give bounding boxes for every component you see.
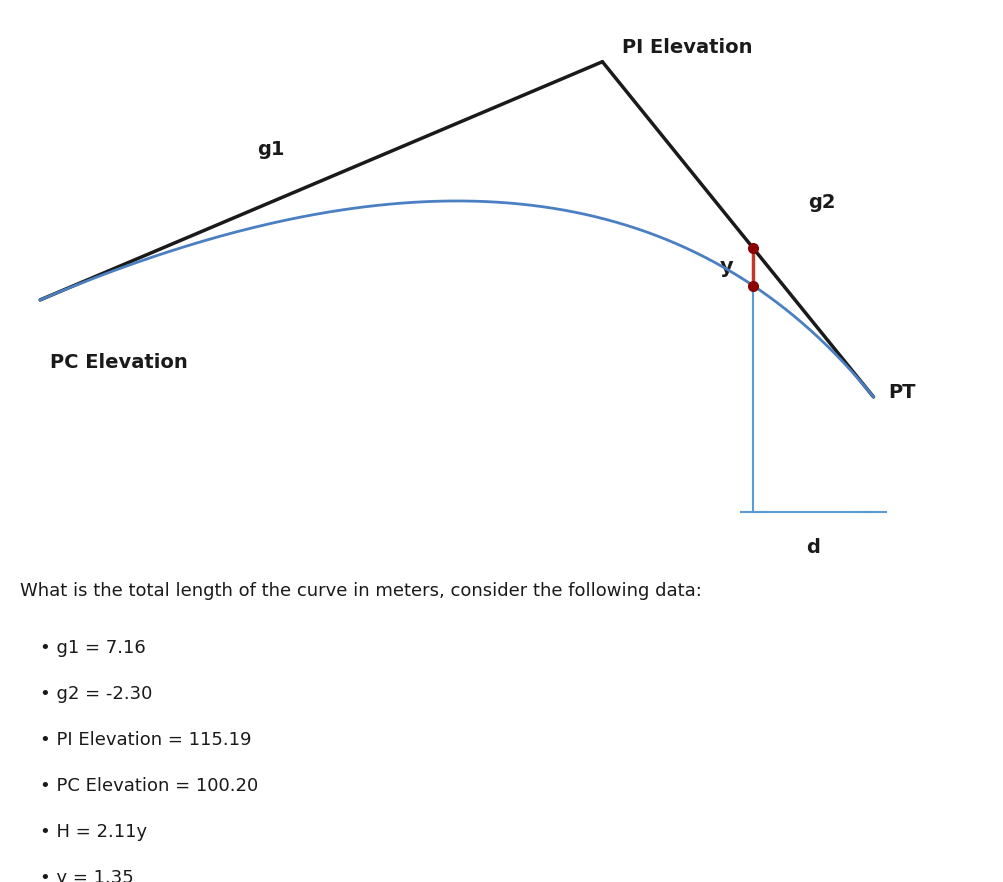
Text: g1: g1 [257,139,285,159]
Text: d: d [805,538,819,557]
Text: PT: PT [888,383,915,402]
Text: g2: g2 [807,193,834,213]
Text: What is the total length of the curve in meters, consider the following data:: What is the total length of the curve in… [20,582,701,600]
Text: PI Elevation: PI Elevation [622,38,752,57]
Text: • g1 = 7.16: • g1 = 7.16 [40,639,145,657]
Text: • y = 1.35: • y = 1.35 [40,869,133,882]
Text: • g2 = -2.30: • g2 = -2.30 [40,685,152,703]
Text: • PI Elevation = 115.19: • PI Elevation = 115.19 [40,731,252,749]
Text: y: y [719,257,732,277]
Text: PC Elevation: PC Elevation [50,353,188,372]
Text: • PC Elevation = 100.20: • PC Elevation = 100.20 [40,777,258,795]
Text: • H = 2.11y: • H = 2.11y [40,823,147,841]
